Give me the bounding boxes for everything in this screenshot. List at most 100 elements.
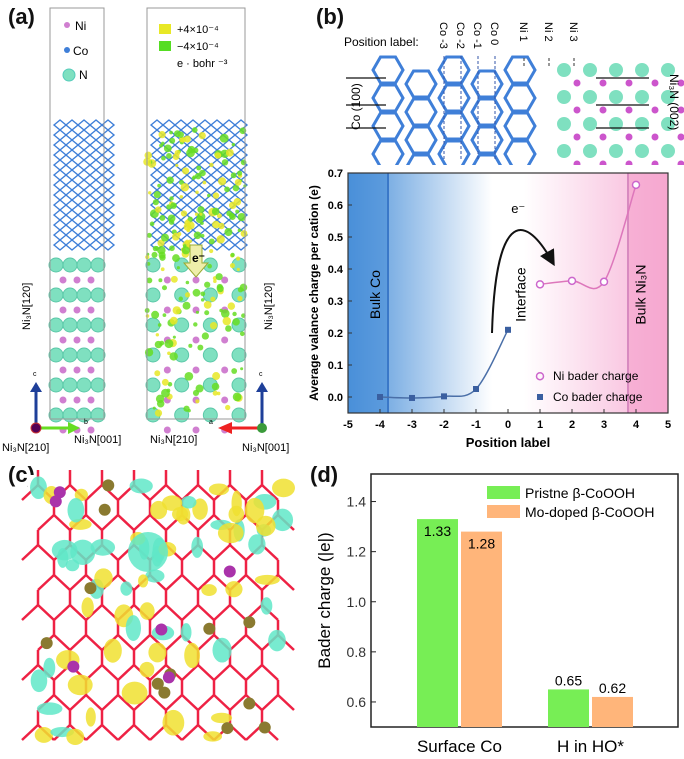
charge-density-blob (224, 228, 233, 237)
charge-isosurface (66, 728, 85, 746)
charge-isosurface (30, 476, 47, 500)
charge-density-blob (195, 310, 200, 314)
x-axis-label: Position label (466, 435, 551, 450)
y-tick-label: 0.3 (328, 296, 343, 308)
charge-density-blob (180, 183, 190, 192)
charge-density-blob (151, 310, 160, 319)
o-bond (229, 634, 247, 651)
bar-data-label: 1.28 (468, 536, 495, 552)
charge-isosurface (268, 629, 286, 652)
position-labels: Co -3 Co -2 Co -1 Co 0 Ni 1 Ni 2 Ni 3 (437, 22, 579, 160)
n-atom (90, 347, 106, 363)
co-bond (100, 179, 116, 191)
charge-density-blob (236, 256, 241, 261)
ni-atom (599, 79, 607, 87)
charge-density-blob (157, 239, 165, 247)
ni-atom (59, 276, 67, 284)
charge-density-blob (215, 273, 223, 281)
charge-density-blob (210, 296, 216, 302)
o-bond (53, 514, 71, 531)
ni-atom (625, 79, 633, 87)
legend-label-1: Mo-doped β-CoOOH (525, 504, 654, 520)
bar-data-label: 1.33 (424, 523, 451, 539)
co-data-point (441, 393, 447, 400)
charge-density-blob (195, 190, 199, 195)
n-atom (90, 257, 106, 273)
ni-atom (163, 426, 171, 434)
charge-density-blob (239, 331, 245, 337)
charge-density-blob (176, 266, 180, 270)
o-bond (85, 724, 103, 741)
y-tick-label: 0.6 (347, 694, 367, 710)
electron-transfer-arrow (491, 229, 555, 334)
o-bond (181, 694, 199, 711)
co-data-point (377, 394, 383, 400)
charge-density-blob (154, 409, 163, 417)
ni-atom (573, 106, 581, 114)
panel-b-structure: Position label: Co -3 Co -2 Co -1 Co 0 Ni 1 N… (344, 22, 684, 165)
n-atom (661, 63, 675, 77)
position-label-6: Ni 3 (567, 22, 579, 42)
o-bond (85, 604, 103, 621)
co-legend-dot (64, 47, 70, 53)
charge-density-blob (232, 184, 240, 192)
metal-atom (243, 697, 256, 710)
o-bond (197, 664, 215, 681)
co-hexagon (503, 55, 537, 85)
metal-atom (98, 503, 111, 516)
negative-density-swatch (159, 41, 171, 51)
n-atom (609, 63, 623, 77)
n-atom (90, 287, 106, 303)
charge-density-blob (202, 180, 207, 185)
charge-density-blob (154, 370, 161, 377)
ni-atom (221, 276, 229, 284)
charge-density-blob (201, 332, 209, 340)
charge-density-blob (155, 394, 165, 404)
charge-density-blob (167, 214, 176, 223)
o-bond (149, 694, 167, 711)
position-label-4: Ni 1 (517, 22, 529, 42)
charge-density-blob (236, 267, 240, 272)
charge-isosurface (161, 495, 183, 511)
o-bond (21, 724, 39, 741)
charge-density-blob (170, 202, 177, 209)
charge-density-blob (237, 286, 244, 293)
co-hexagon (404, 69, 438, 99)
panel-b-label: (b) (316, 4, 345, 29)
o-bond (277, 574, 295, 591)
charge-isosurface (94, 568, 113, 588)
charge-density-blob (182, 167, 190, 175)
ni-atom (651, 133, 659, 141)
charge-isosurface (184, 642, 200, 669)
ni-atom (651, 160, 659, 165)
bar-data-label: 0.62 (599, 680, 626, 696)
ni-atom (573, 79, 581, 87)
x-tick-label: -5 (343, 419, 353, 431)
charge-density-blob (207, 263, 212, 269)
ni-atom (221, 366, 229, 374)
charge-isosurface (255, 515, 276, 536)
co-hexagon (371, 111, 405, 141)
charge-density-blob (237, 228, 242, 233)
charge-density-blob (163, 144, 172, 153)
co-bond (233, 129, 249, 141)
series-line-0 (539, 184, 637, 290)
charge-density-blob (212, 372, 221, 380)
o-bond (229, 664, 247, 681)
ni-atom (87, 426, 95, 434)
co-bond (100, 169, 116, 181)
charge-density-blob (192, 288, 201, 297)
charge-isosurface (67, 497, 85, 523)
density-unit-label: e · bohr ⁻³ (177, 58, 228, 70)
ni-atom (73, 366, 81, 374)
charge-density-blob (197, 344, 204, 351)
o-bond (245, 664, 263, 681)
n-atom (231, 347, 247, 363)
n-atom (174, 317, 190, 333)
metal-atom (102, 479, 115, 492)
bar-0-0 (417, 519, 458, 727)
n-atom (202, 347, 218, 363)
co-bond (100, 199, 116, 211)
o-bond (213, 544, 231, 561)
